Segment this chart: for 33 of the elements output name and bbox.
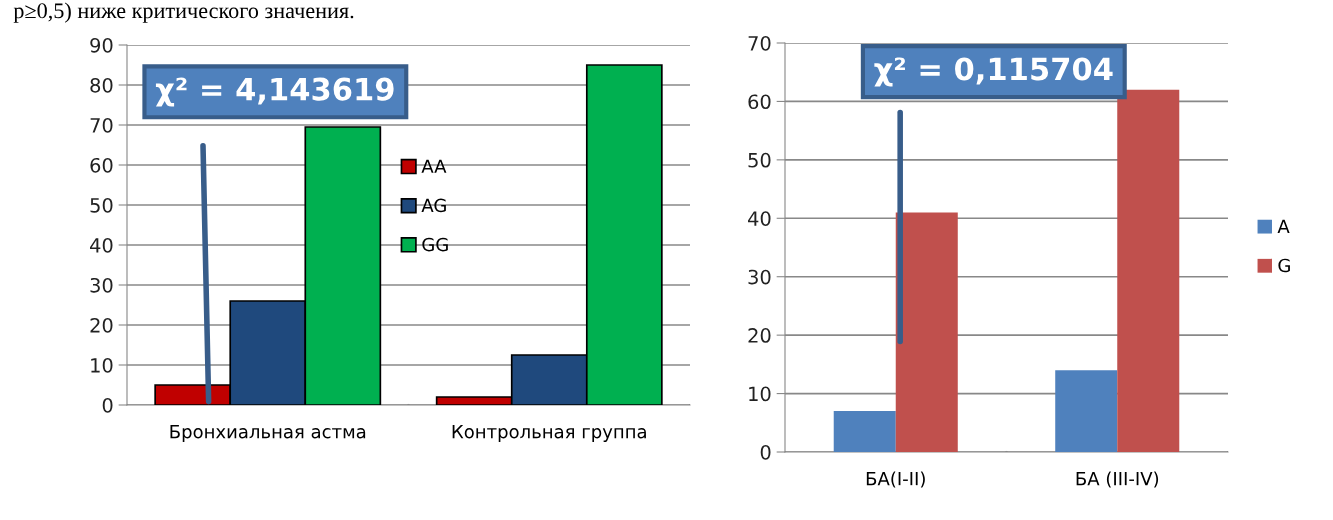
y-tick-label: 10 [91,357,113,373]
text: p≥0,5) ниже критического значения. [13,2,354,23]
y-tick-label: 40 [748,211,771,226]
annotation: χ² = 0,115704 [874,57,1113,87]
x-tick-label: БА (III-IV) [1076,471,1159,488]
legend-label: AG [421,198,446,213]
y-tick-label: 10 [749,386,771,402]
y-tick-label: 60 [748,94,771,110]
y-tick-label: 70 [748,35,771,51]
legend-label: GG [422,237,448,252]
y-tick-label: 70 [90,117,113,133]
legend-label: AA [421,159,447,173]
y-tick-label: 80 [90,77,113,93]
y-tick-label: 0 [760,444,771,460]
annotation: χ² = 4,143619 [155,77,394,107]
y-tick-label: 30 [90,277,113,293]
legend-label: A [1277,219,1290,233]
y-tick-label: 60 [90,157,113,173]
y-tick-label: 20 [748,328,771,343]
legend-label: G [1278,258,1290,273]
y-tick-label: 0 [102,397,113,413]
y-tick-label: 50 [90,197,113,213]
y-tick-label: 40 [90,237,113,253]
x-tick-label: Контрольная группа [452,425,646,442]
bar [1117,89,1180,452]
y-tick-label: 30 [748,269,771,285]
bar [1055,370,1118,452]
x-tick-label: Бронхиальная астма [170,425,366,442]
y-tick-label: 90 [90,37,113,53]
bar [833,411,896,452]
x-tick-label: БА(I-II) [866,471,925,488]
y-tick-label: 20 [90,317,113,333]
y-tick-label: 50 [748,152,771,168]
